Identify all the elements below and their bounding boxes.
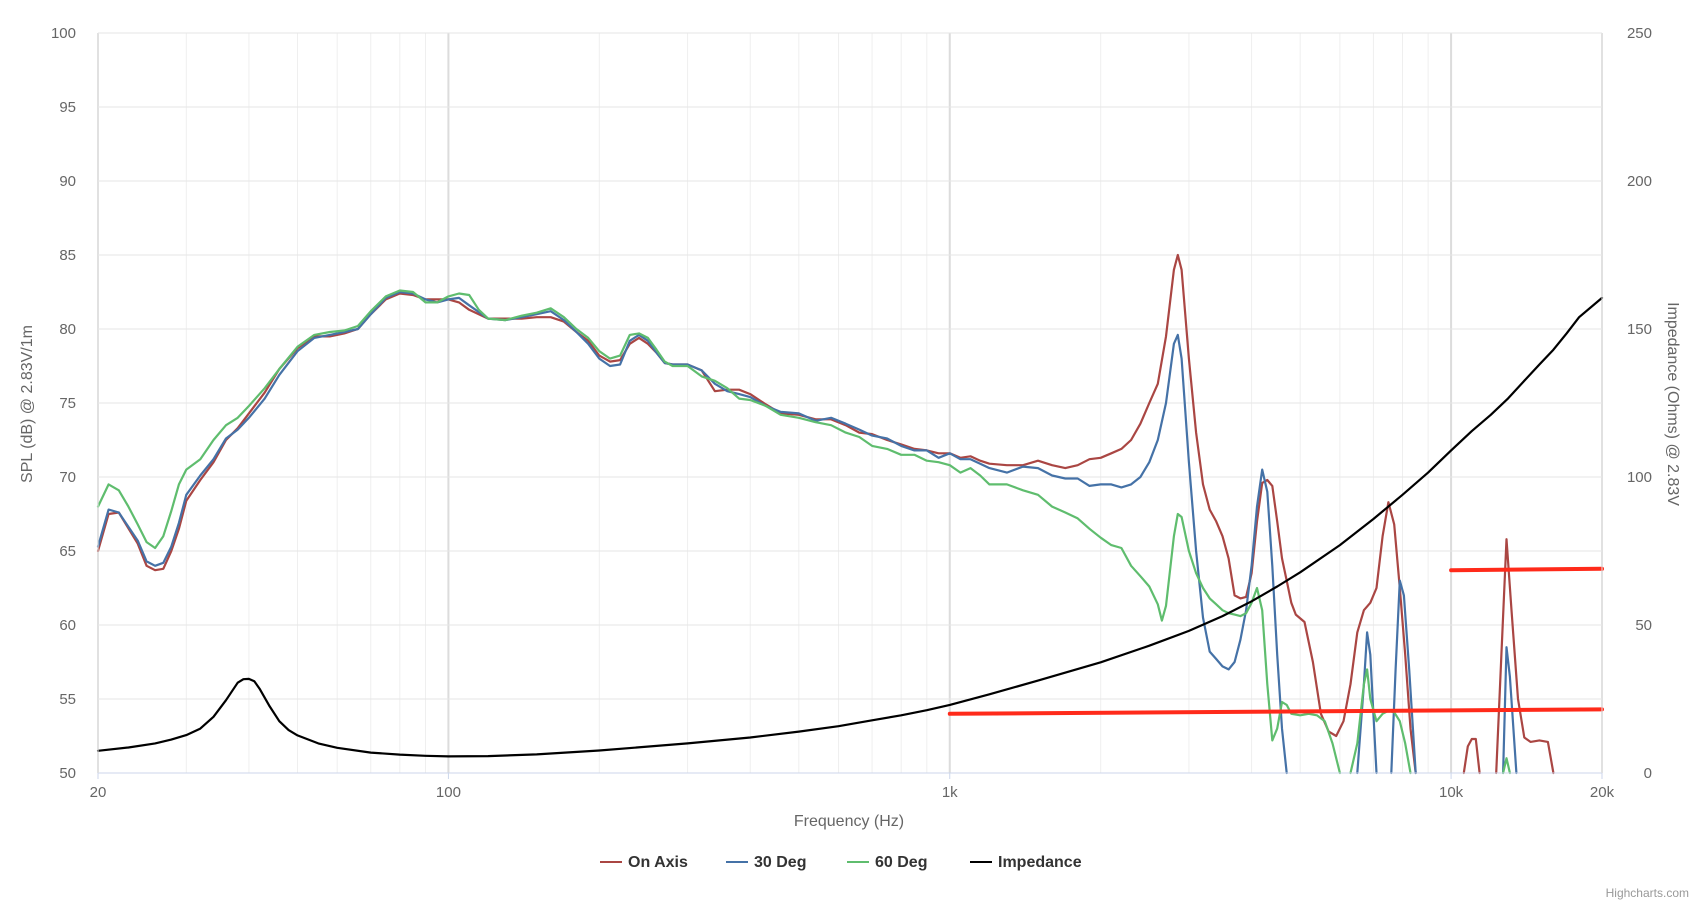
credit-link[interactable]: Highcharts.com [1606, 886, 1689, 900]
legend-label: 30 Deg [754, 854, 806, 871]
x-tick-label: 20 [90, 784, 107, 801]
x-axis-title: Frequency (Hz) [794, 813, 904, 830]
y-tick-label: 95 [59, 99, 76, 116]
legend-item-impedance[interactable]: Impedance [970, 854, 1082, 871]
series-60-deg[interactable] [1349, 668, 1412, 775]
y-tick-label: 50 [59, 765, 76, 782]
y-tick-label: 75 [59, 395, 76, 412]
x-tick-label: 100 [436, 784, 461, 801]
legend-item-30-deg[interactable]: 30 Deg [726, 854, 806, 871]
series-group [96, 253, 1604, 775]
y-tick-label: 90 [59, 173, 76, 190]
y-tick-label: 65 [59, 543, 76, 560]
y-tick-label: 80 [59, 321, 76, 338]
y-axis-title: SPL (dB) @ 2.83V/1m [19, 325, 36, 483]
reference-line[interactable] [947, 707, 1604, 716]
series-impedance[interactable] [96, 296, 1604, 758]
y2-tick-label: 250 [1627, 25, 1652, 42]
series-60-deg[interactable] [1501, 757, 1512, 775]
grid [97, 32, 1603, 774]
legend-label: 60 Deg [875, 854, 927, 871]
reference-line[interactable] [1449, 566, 1604, 573]
series-on-axis[interactable] [1495, 538, 1555, 775]
x-tick-label: 10k [1439, 784, 1464, 801]
series-30-deg[interactable] [1390, 579, 1417, 775]
legend-label: Impedance [998, 854, 1082, 871]
legend-item-on-axis[interactable]: On Axis [600, 854, 688, 871]
y2-tick-label: 100 [1627, 469, 1652, 486]
axes: 20 100 1k 10k 20k 50 55 60 65 70 75 80 85 90 95 100 0 50 1… [51, 25, 1652, 801]
series-60-deg[interactable] [96, 289, 1342, 775]
legend-label: On Axis [628, 854, 688, 871]
y2-tick-label: 50 [1635, 617, 1652, 634]
series-on-axis[interactable] [1462, 737, 1481, 775]
y-tick-label: 100 [51, 25, 76, 42]
y-tick-label: 60 [59, 617, 76, 634]
x-tick-label: 1k [942, 784, 958, 801]
y2-tick-label: 150 [1627, 321, 1652, 338]
x-tick-label: 20k [1590, 784, 1615, 801]
legend-item-60-deg[interactable]: 60 Deg [847, 854, 927, 871]
y-tick-label: 70 [59, 469, 76, 486]
y-tick-label: 85 [59, 247, 76, 264]
series-30-deg[interactable] [96, 290, 1288, 775]
legend[interactable]: On Axis 30 Deg 60 Deg Impedance [600, 854, 1082, 871]
y-tick-label: 55 [59, 691, 76, 708]
y2-tick-label: 0 [1644, 765, 1652, 782]
y2-axis-title: Impedance (Ohms) @ 2.83V [1664, 302, 1681, 506]
series-on-axis[interactable] [96, 253, 1417, 775]
y2-tick-label: 200 [1627, 173, 1652, 190]
